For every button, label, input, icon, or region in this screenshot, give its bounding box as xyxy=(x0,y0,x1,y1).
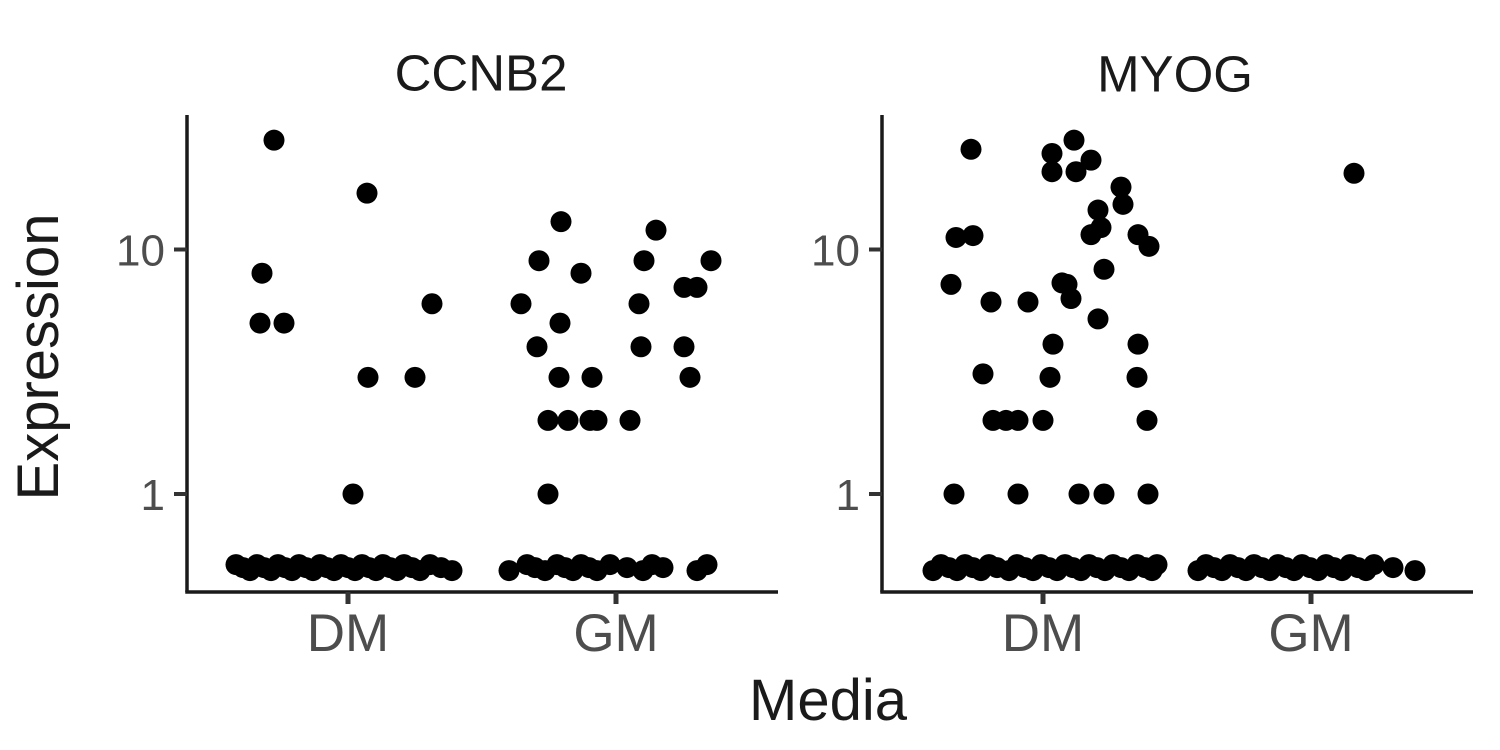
data-point xyxy=(673,336,695,358)
data-point xyxy=(1343,162,1365,184)
data-point xyxy=(1087,308,1109,330)
data-point xyxy=(616,557,638,579)
data-point xyxy=(550,211,572,233)
x-tick-label: DM xyxy=(307,604,389,663)
data-point xyxy=(652,557,674,579)
x-tick-label: GM xyxy=(573,604,658,663)
data-point xyxy=(537,409,559,431)
y-tick-label: 10 xyxy=(116,227,165,276)
y-tick-label: 1 xyxy=(141,471,165,520)
data-point xyxy=(273,312,295,334)
data-point xyxy=(940,273,962,295)
data-point xyxy=(1063,129,1085,151)
data-point xyxy=(1137,483,1159,505)
data-point xyxy=(1065,161,1087,183)
data-point xyxy=(528,250,550,272)
x-tick-label: DM xyxy=(1002,604,1084,663)
data-point xyxy=(1060,288,1082,310)
data-point xyxy=(581,366,603,388)
data-point xyxy=(557,409,579,431)
data-point xyxy=(357,366,379,388)
data-point xyxy=(549,312,571,334)
data-point xyxy=(1093,258,1115,280)
data-point xyxy=(249,312,271,334)
data-point xyxy=(1032,409,1054,431)
data-point xyxy=(1404,560,1426,582)
data-point xyxy=(1110,176,1132,198)
data-point xyxy=(1041,142,1063,164)
data-point xyxy=(630,336,652,358)
data-point xyxy=(945,226,967,248)
data-point xyxy=(628,293,650,315)
data-point xyxy=(1138,235,1160,257)
data-point xyxy=(980,291,1002,313)
data-point xyxy=(1007,409,1029,431)
data-point xyxy=(548,366,570,388)
data-point xyxy=(943,483,965,505)
data-point xyxy=(1007,483,1029,505)
data-point xyxy=(510,293,532,315)
data-point xyxy=(526,336,548,358)
data-point xyxy=(570,262,592,284)
data-point xyxy=(1017,291,1039,313)
data-point xyxy=(1042,333,1064,355)
data-point xyxy=(421,293,443,315)
data-point xyxy=(1126,366,1148,388)
data-point xyxy=(972,363,994,385)
data-point xyxy=(404,366,426,388)
data-point xyxy=(1080,149,1102,171)
data-point xyxy=(356,182,378,204)
x-tick-label: GM xyxy=(1268,604,1353,663)
facet-title-myog: MYOG xyxy=(1097,45,1253,103)
data-point xyxy=(263,129,285,151)
data-point xyxy=(686,276,708,298)
data-point xyxy=(1080,224,1102,246)
y-tick-label: 1 xyxy=(836,471,860,520)
data-point xyxy=(1068,483,1090,505)
data-point xyxy=(599,554,621,576)
data-point xyxy=(441,560,463,582)
data-point xyxy=(962,225,984,247)
data-point xyxy=(1363,554,1385,576)
data-point xyxy=(1093,483,1115,505)
data-point xyxy=(251,262,273,284)
data-point xyxy=(1087,199,1109,221)
data-point xyxy=(342,483,364,505)
data-point xyxy=(1136,409,1158,431)
data-point xyxy=(700,250,722,272)
y-tick-label: 10 xyxy=(811,227,860,276)
data-point xyxy=(619,409,641,431)
data-point xyxy=(1127,333,1149,355)
data-point xyxy=(1112,193,1134,215)
data-point xyxy=(960,138,982,160)
data-point xyxy=(1041,161,1063,183)
data-point xyxy=(1039,366,1061,388)
data-point xyxy=(1146,554,1168,576)
data-point xyxy=(633,250,655,272)
data-point xyxy=(498,560,520,582)
data-point xyxy=(537,483,559,505)
facet-title-ccnb2: CCNB2 xyxy=(394,44,568,102)
data-point xyxy=(679,366,701,388)
data-point xyxy=(1382,557,1404,579)
x-axis-title: Media xyxy=(749,668,907,733)
y-axis-title: Expression xyxy=(6,213,71,501)
data-point xyxy=(696,554,718,576)
data-point xyxy=(645,219,667,241)
data-point xyxy=(586,409,608,431)
